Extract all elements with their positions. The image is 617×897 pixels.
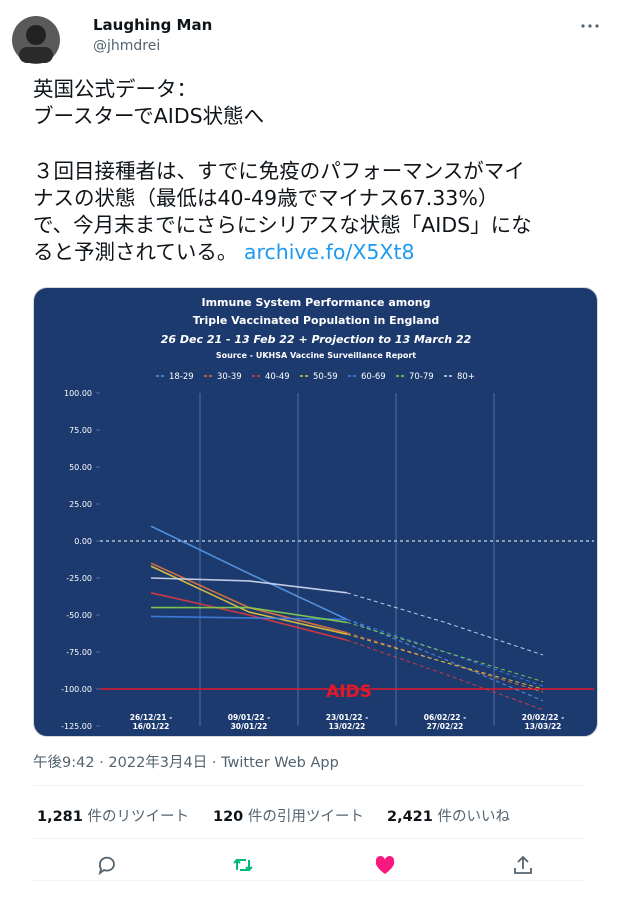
- chart-title: Immune System Performance among: [201, 296, 430, 309]
- body-text: で、今月末までにさらにシリアスな状態「AIDS」にな: [33, 213, 532, 237]
- x-tick-label: 20/02/22 - 13/03/22: [521, 713, 565, 731]
- share-button[interactable]: [511, 853, 535, 877]
- chart-source: Source - UKHSA Vaccine Surveillance Repo…: [216, 351, 416, 360]
- projection-line: [346, 632, 544, 693]
- y-tick-label: 25.00: [69, 500, 92, 509]
- legend-label: 80+: [457, 372, 475, 382]
- annotation-text: AIDS: [326, 682, 372, 702]
- series-line: [150, 577, 348, 594]
- divider: [33, 880, 585, 881]
- body-line: ナスの状態（最低は40-49歳でマイナス67.33%）: [33, 185, 498, 212]
- stat-count: 2,421: [387, 809, 433, 825]
- stat-label: 件のいいね: [437, 809, 510, 825]
- body-text: ３回目接種者は、すでに免疫のパフォーマンスがマイ: [33, 159, 525, 183]
- chart-title: Triple Vaccinated Population in England: [193, 314, 440, 327]
- x-tick-label: 09/01/22 - 30/01/22: [227, 713, 271, 731]
- retweet-button[interactable]: [231, 853, 255, 877]
- y-tick-label: 0.00: [74, 537, 92, 546]
- headline-line: 英国公式データ：: [33, 77, 197, 101]
- y-tick-label: -75.00: [66, 648, 92, 657]
- x-tick-label: 23/01/22 - 13/02/22: [325, 713, 369, 731]
- projection-line: [346, 639, 544, 711]
- projection-line: [346, 618, 544, 687]
- stat-label: 件のリツイート: [87, 809, 189, 825]
- legend-label: 60-69: [361, 372, 386, 382]
- body-line: ると予測されている。 archive.fo/X5Xt8: [33, 239, 415, 266]
- body-line: ３回目接種者は、すでに免疫のパフォーマンスがマイ: [33, 158, 525, 185]
- series-line: [150, 565, 348, 636]
- chart-subtitle: 26 Dec 21 - 13 Feb 22 + Projection to 13…: [161, 333, 472, 346]
- projection-line: [346, 592, 544, 656]
- y-tick-label: 75.00: [69, 426, 92, 435]
- more-menu[interactable]: [578, 20, 602, 32]
- x-tick-label: 06/02/22 - 27/02/22: [423, 713, 467, 731]
- legend-label: 30-39: [217, 372, 242, 382]
- legend-label: 70-79: [409, 372, 434, 382]
- divider: [33, 785, 585, 786]
- chart-image: Immune System Performance among Triple Va…: [33, 287, 598, 737]
- series-line: [150, 592, 348, 641]
- projection-line: [346, 633, 544, 690]
- projection-line: [346, 621, 544, 683]
- timestamp[interactable]: 午後9:42 · 2022年3月4日 · Twitter Web App: [33, 755, 339, 771]
- chart: Immune System Performance among Triple Va…: [61, 296, 594, 731]
- x-tick-label: 26/12/21 - 16/01/22: [129, 713, 173, 731]
- series-line: [150, 525, 348, 621]
- reply-button[interactable]: [95, 853, 119, 877]
- stat-label: 件の引用ツイート: [247, 809, 364, 825]
- link[interactable]: archive.fo/X5Xt8: [243, 240, 415, 264]
- series-line: [150, 615, 348, 621]
- stat[interactable]: 120 件の引用ツイート: [213, 805, 364, 826]
- stat-count: 1,281: [37, 809, 83, 825]
- like-button[interactable]: [373, 853, 397, 877]
- stat[interactable]: 2,421 件のいいね: [387, 805, 510, 826]
- divider: [33, 838, 585, 839]
- y-tick-label: -100.00: [61, 685, 92, 694]
- body-text: ると予測されている。: [33, 240, 238, 264]
- stat-count: 120: [213, 809, 244, 825]
- y-tick-label: -50.00: [66, 611, 92, 620]
- user-name[interactable]: Laughing Man: [93, 16, 213, 34]
- y-tick-label: 100.00: [64, 389, 92, 398]
- avatar[interactable]: [11, 15, 61, 65]
- legend-label: 50-59: [313, 372, 338, 382]
- y-tick-label: 50.00: [69, 463, 92, 472]
- y-tick-label: -25.00: [66, 574, 92, 583]
- series-line: [151, 606, 348, 624]
- projection-line: [346, 618, 544, 702]
- legend-label: 18-29: [169, 372, 194, 382]
- stat[interactable]: 1,281 件のリツイート: [37, 805, 189, 826]
- y-tick-label: -125.00: [61, 722, 92, 731]
- headline-line: ブースターでAIDS状態へ: [33, 104, 265, 128]
- body-line: で、今月末までにさらにシリアスな状態「AIDS」にな: [33, 212, 532, 239]
- user-handle[interactable]: @jhmdrei: [93, 38, 161, 54]
- body-text: ナスの状態（最低は40-49歳でマイナス67.33%）: [33, 186, 499, 210]
- legend-label: 40-49: [265, 372, 290, 382]
